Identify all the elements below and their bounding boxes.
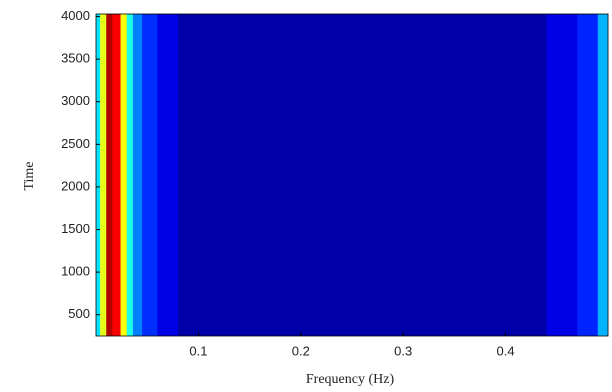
x-tick-label: 0.3 xyxy=(394,343,412,358)
y-axis-label: Time xyxy=(22,161,37,190)
y-tick-label: 1500 xyxy=(61,221,90,236)
heat-cell xyxy=(157,14,179,336)
heat-cell xyxy=(142,14,158,336)
heat-cell xyxy=(112,14,121,336)
heat-cell xyxy=(597,14,609,336)
heat-cell xyxy=(577,14,599,336)
heat-cell xyxy=(96,14,101,336)
heat-cell xyxy=(100,14,107,336)
heat-cell xyxy=(546,14,578,336)
x-tick-label: 0.2 xyxy=(292,343,310,358)
y-tick-label: 2000 xyxy=(61,178,90,193)
x-tick-label: 0.4 xyxy=(497,343,515,358)
heat-cell xyxy=(132,14,143,336)
plot-frame xyxy=(95,13,609,337)
x-axis-label: Frequency (Hz) xyxy=(306,372,395,387)
heat-cell xyxy=(106,14,113,336)
y-tick-label: 3500 xyxy=(61,51,90,66)
y-tick-label: 1000 xyxy=(61,264,90,279)
y-tick-label: 500 xyxy=(68,306,90,321)
x-tick-label: 0.1 xyxy=(189,343,207,358)
y-tick-label: 4000 xyxy=(61,8,90,23)
y-tick-label: 2500 xyxy=(61,136,90,151)
heat-cell xyxy=(126,14,134,336)
heat-cell xyxy=(177,14,547,336)
y-tick-label: 3000 xyxy=(61,93,90,108)
heat-cell xyxy=(120,14,128,336)
